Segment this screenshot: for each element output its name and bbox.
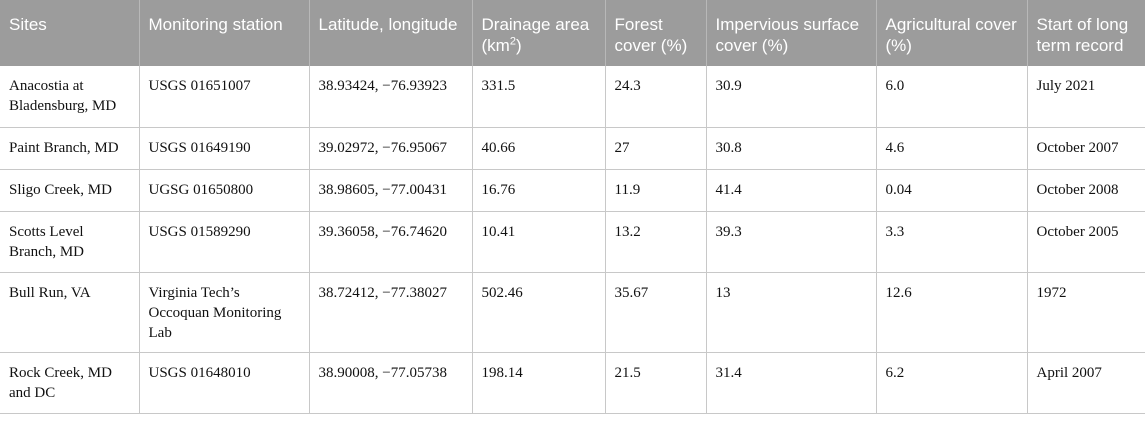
cell-impervious-cover: 31.4 <box>705 352 876 414</box>
table-row: Rock Creek, MD and DC USGS 01648010 38.9… <box>0 352 1145 414</box>
header-impervious-surface-cover: Impervious surface cover (%) <box>705 0 876 66</box>
cell-lat-long: 39.02972, −76.95067 <box>308 127 472 170</box>
cell-agricultural-cover: 6.0 <box>875 66 1027 128</box>
cell-forest-cover: 21.5 <box>604 352 706 414</box>
header-drainage-area: Drainage area (km2) <box>471 0 605 66</box>
cell-site: Sligo Creek, MD <box>0 169 139 212</box>
cell-station: USGS 01589290 <box>138 211 309 273</box>
cell-impervious-cover: 41.4 <box>705 169 876 212</box>
cell-impervious-cover: 30.9 <box>705 66 876 128</box>
cell-forest-cover: 24.3 <box>604 66 706 128</box>
cell-impervious-cover: 13 <box>705 272 876 353</box>
header-monitoring-station: Monitoring station <box>138 0 309 66</box>
cell-forest-cover: 11.9 <box>604 169 706 212</box>
cell-start-of-record: October 2007 <box>1026 127 1145 170</box>
cell-station: UGSG 01650800 <box>138 169 309 212</box>
header-start-of-record: Start of long term record <box>1026 0 1145 66</box>
cell-site: Rock Creek, MD and DC <box>0 352 139 414</box>
cell-lat-long: 38.98605, −77.00431 <box>308 169 472 212</box>
cell-forest-cover: 13.2 <box>604 211 706 273</box>
cell-start-of-record: October 2008 <box>1026 169 1145 212</box>
cell-start-of-record: October 2005 <box>1026 211 1145 273</box>
cell-drainage-area: 331.5 <box>471 66 605 128</box>
cell-station: Virginia Tech’s Occoquan Monitoring Lab <box>138 272 309 353</box>
table-body: Anacostia at Bladensburg, MD USGS 016510… <box>0 66 1145 414</box>
cell-drainage-area: 502.46 <box>471 272 605 353</box>
cell-agricultural-cover: 6.2 <box>875 352 1027 414</box>
header-row: Sites Monitoring station Latitude, longi… <box>0 0 1145 66</box>
table-row: Anacostia at Bladensburg, MD USGS 016510… <box>0 66 1145 128</box>
cell-start-of-record: April 2007 <box>1026 352 1145 414</box>
header-forest-cover: Forest cover (%) <box>604 0 706 66</box>
cell-site: Paint Branch, MD <box>0 127 139 170</box>
cell-lat-long: 39.36058, −76.74620 <box>308 211 472 273</box>
cell-site: Scotts Level Branch, MD <box>0 211 139 273</box>
cell-site: Anacostia at Bladensburg, MD <box>0 66 139 128</box>
cell-agricultural-cover: 0.04 <box>875 169 1027 212</box>
cell-drainage-area: 198.14 <box>471 352 605 414</box>
cell-lat-long: 38.90008, −77.05738 <box>308 352 472 414</box>
table-row: Bull Run, VA Virginia Tech’s Occoquan Mo… <box>0 272 1145 353</box>
header-sites: Sites <box>0 0 139 66</box>
site-characteristics-table: Sites Monitoring station Latitude, longi… <box>0 0 1145 414</box>
cell-drainage-area: 10.41 <box>471 211 605 273</box>
header-agricultural-cover: Agricultural cover (%) <box>875 0 1027 66</box>
table-header: Sites Monitoring station Latitude, longi… <box>0 0 1145 66</box>
cell-site: Bull Run, VA <box>0 272 139 353</box>
cell-impervious-cover: 39.3 <box>705 211 876 273</box>
cell-drainage-area: 16.76 <box>471 169 605 212</box>
cell-agricultural-cover: 3.3 <box>875 211 1027 273</box>
cell-impervious-cover: 30.8 <box>705 127 876 170</box>
table-row: Paint Branch, MD USGS 01649190 39.02972,… <box>0 127 1145 170</box>
cell-station: USGS 01651007 <box>138 66 309 128</box>
cell-lat-long: 38.93424, −76.93923 <box>308 66 472 128</box>
table-row: Sligo Creek, MD UGSG 01650800 38.98605, … <box>0 169 1145 212</box>
cell-drainage-area: 40.66 <box>471 127 605 170</box>
cell-agricultural-cover: 12.6 <box>875 272 1027 353</box>
cell-start-of-record: 1972 <box>1026 272 1145 353</box>
header-latitude-longitude: Latitude, longitude <box>308 0 472 66</box>
cell-lat-long: 38.72412, −77.38027 <box>308 272 472 353</box>
cell-forest-cover: 27 <box>604 127 706 170</box>
cell-station: USGS 01649190 <box>138 127 309 170</box>
cell-agricultural-cover: 4.6 <box>875 127 1027 170</box>
cell-station: USGS 01648010 <box>138 352 309 414</box>
cell-start-of-record: July 2021 <box>1026 66 1145 128</box>
cell-forest-cover: 35.67 <box>604 272 706 353</box>
table-row: Scotts Level Branch, MD USGS 01589290 39… <box>0 211 1145 273</box>
